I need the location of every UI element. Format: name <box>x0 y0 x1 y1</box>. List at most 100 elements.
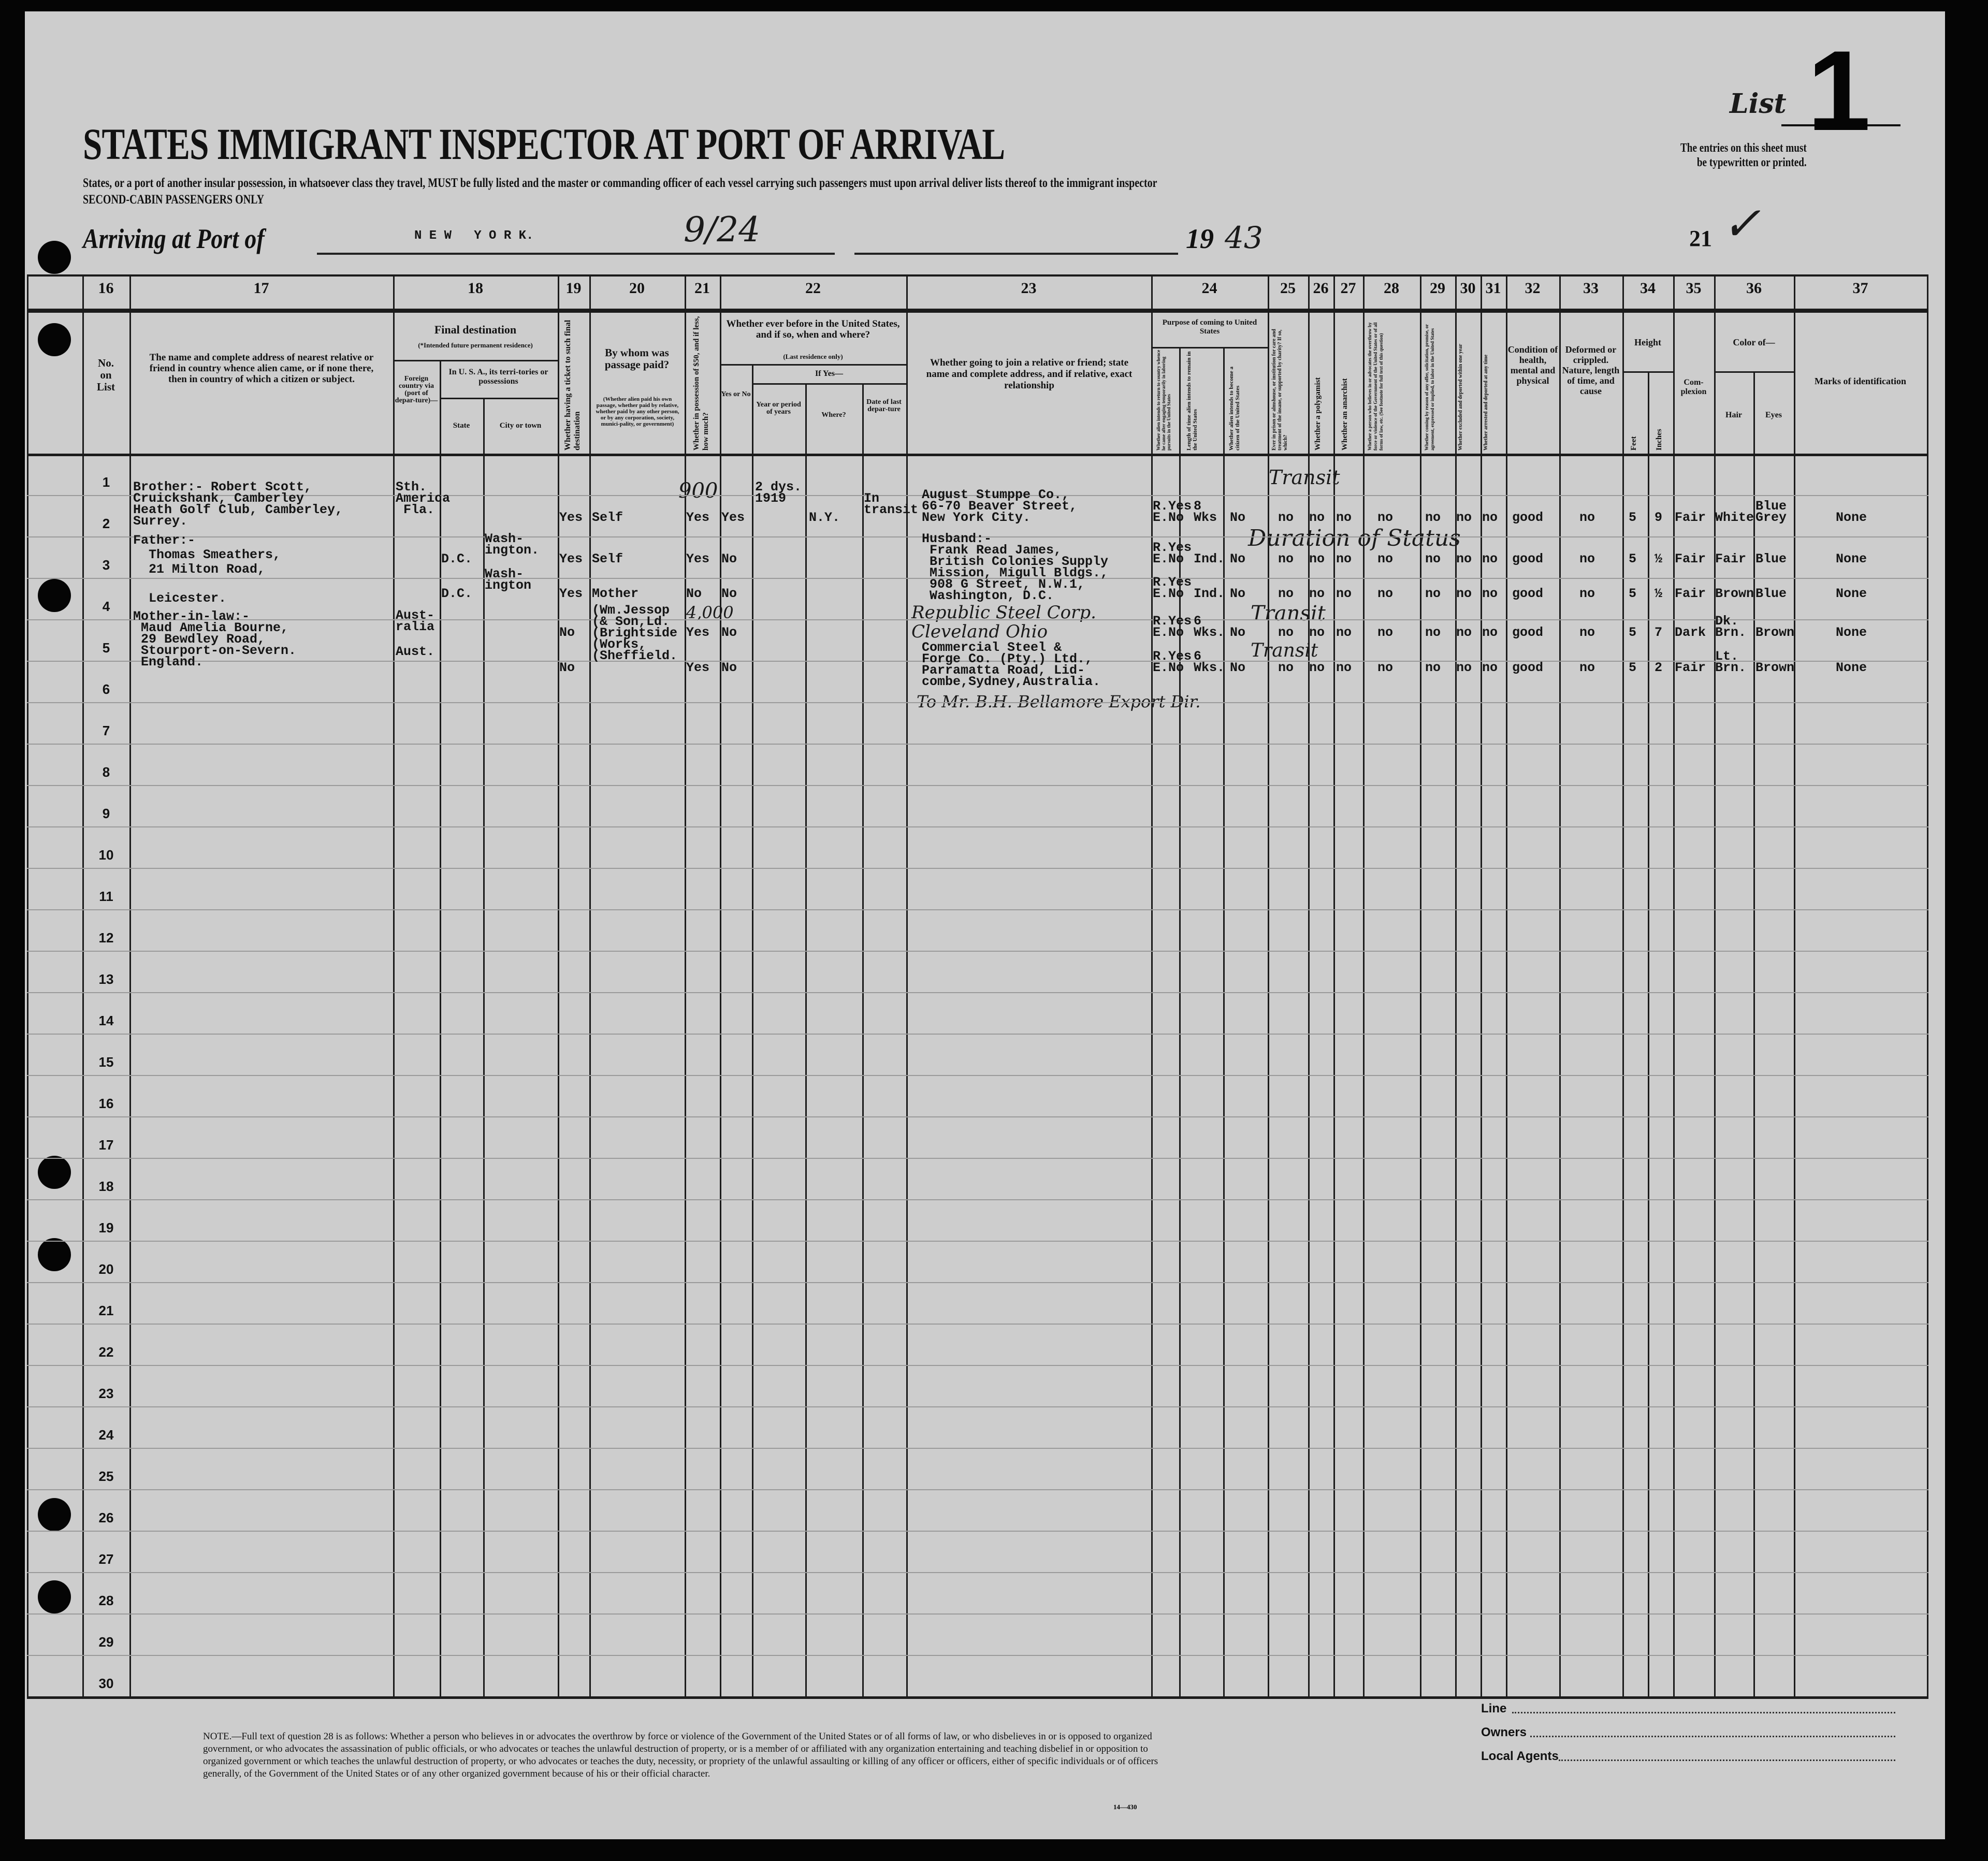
header-if-yes: If Yes— <box>815 369 844 378</box>
row-rule <box>27 992 1928 993</box>
cell-q30: no <box>1456 586 1472 601</box>
row-rule <box>27 1613 1928 1615</box>
cell-money: No <box>686 586 702 601</box>
header-subrule <box>440 398 558 399</box>
list-label: List <box>1730 88 1787 120</box>
row-rule <box>27 1655 1928 1656</box>
column-divider <box>1673 277 1675 1696</box>
cell-inches: 9 <box>1655 510 1663 525</box>
header-feet: Feet <box>1630 436 1638 450</box>
cell-before-yn: No <box>721 586 737 601</box>
cell-inches: ½ <box>1655 551 1663 566</box>
cell-feet: 5 <box>1629 510 1637 525</box>
header-ticket: Whether having a ticket to such final de… <box>563 319 582 450</box>
cell-paid-by: Self <box>592 510 623 525</box>
column-divider <box>1333 277 1335 1696</box>
cell-q29: no <box>1425 586 1441 601</box>
header-joining: Whether going to join a relative or frie… <box>926 357 1133 391</box>
cell-q26: no <box>1309 586 1325 601</box>
cell-relative: Father:- Thomas Smeathers, 21 Milton Roa… <box>133 533 281 606</box>
cell-ticket: Yes <box>559 586 583 601</box>
column-divider <box>589 277 591 1696</box>
row-rule <box>27 536 1928 537</box>
row-number: 6 <box>102 681 110 697</box>
cell-paid-by: (Wm.Jessop (& Son,Ld. (Brightside (Works… <box>592 603 678 663</box>
row-number: 16 <box>98 1096 114 1111</box>
cell-marks: None <box>1836 586 1867 601</box>
cell-feet: 5 <box>1629 660 1637 675</box>
cell-city: Wash- ington. <box>485 531 540 558</box>
row-number: 22 <box>98 1344 114 1360</box>
handwritten-duration: Duration of Status <box>1248 525 1461 551</box>
row-rule <box>27 744 1928 745</box>
cell-before-yn: Yes <box>721 510 745 525</box>
header-overthrow: Whether a person who believes in or advo… <box>1367 322 1384 451</box>
cell-q28: no <box>1377 586 1394 601</box>
header-passage-note: (Whether alien paid his own passage, whe… <box>596 396 679 427</box>
punch-hole <box>38 579 71 612</box>
column-divider <box>393 277 395 1696</box>
header-labor-offer: Whether coming by reason of any offer, s… <box>1424 324 1435 450</box>
row-number: 9 <box>102 806 110 821</box>
header-complexion: Com- plexion <box>1680 378 1707 396</box>
year-handwritten: 43 <box>1225 220 1263 255</box>
cell-p-ret: R.Yes E.No <box>1153 649 1192 675</box>
cell-feet: 5 <box>1629 625 1637 640</box>
table-top-rule <box>27 274 1928 277</box>
cell-health: good <box>1512 551 1544 566</box>
row-rule <box>27 868 1928 869</box>
header-color-of: Color of— <box>1733 337 1775 347</box>
row-rule <box>27 661 1928 662</box>
owners-label: Owners <box>1481 1725 1527 1739</box>
cell-p-cit: No <box>1230 586 1246 601</box>
header-purpose: Purpose of coming to United States <box>1162 318 1257 336</box>
cell-p-len: 6 Wks. <box>1194 614 1225 640</box>
row-rule <box>27 702 1928 703</box>
row-rule <box>27 495 1928 496</box>
date-underline <box>854 253 1178 255</box>
column-divider <box>1559 277 1561 1696</box>
header-money: Whether in possession of $50, and if les… <box>692 316 710 450</box>
cell-complexion: Dark <box>1675 625 1706 640</box>
column-number: 16 <box>98 280 114 297</box>
header-purpose-return: Whether alien intends to return to count… <box>1156 350 1171 450</box>
row-number: 15 <box>98 1054 114 1070</box>
cell-q25: no <box>1278 510 1294 525</box>
cell-q26: no <box>1309 660 1325 675</box>
column-number: 36 <box>1746 280 1762 297</box>
cell-q30: no <box>1456 625 1472 640</box>
column-number: 25 <box>1280 280 1296 297</box>
cell-q25: no <box>1278 660 1294 675</box>
row-rule <box>27 1075 1928 1076</box>
column-number: 23 <box>1021 280 1037 297</box>
cell-ticket: No <box>559 625 575 640</box>
row-rule <box>27 1489 1928 1490</box>
cell-q29: no <box>1425 625 1441 640</box>
column-number: 32 <box>1525 280 1541 297</box>
column-divider <box>1455 277 1457 1696</box>
column-divider <box>906 277 908 1696</box>
header-state: State <box>453 421 470 430</box>
column-divider <box>805 383 807 1696</box>
header-nearest-relative: The name and complete address of nearest… <box>149 352 374 385</box>
header-foreign-country: Foreign country via (port of depar-ture)… <box>395 375 438 404</box>
header-polygamist: Whether a polygamist <box>1314 377 1322 450</box>
row-number: 24 <box>98 1427 114 1443</box>
cell-q29: no <box>1425 510 1441 525</box>
column-divider <box>1506 277 1507 1696</box>
cell-q28: no <box>1377 660 1394 675</box>
cell-hair: Lt. Brn. <box>1715 649 1747 675</box>
cell-p-len: Ind. <box>1194 586 1225 601</box>
cell-state: D.C. <box>441 551 473 566</box>
column-divider <box>1179 347 1181 1696</box>
column-number: 18 <box>468 280 483 297</box>
cell-health: good <box>1512 660 1544 675</box>
local-agents-label: Local Agents <box>1481 1749 1559 1763</box>
row-number: 18 <box>98 1179 114 1194</box>
column-number: 33 <box>1583 280 1599 297</box>
handwritten-transit-row4: Transit <box>1251 602 1326 626</box>
column-number: 37 <box>1852 280 1868 297</box>
column-divider <box>129 277 131 1696</box>
line-label: Line <box>1481 1702 1507 1715</box>
cell-q27: no <box>1336 551 1352 566</box>
